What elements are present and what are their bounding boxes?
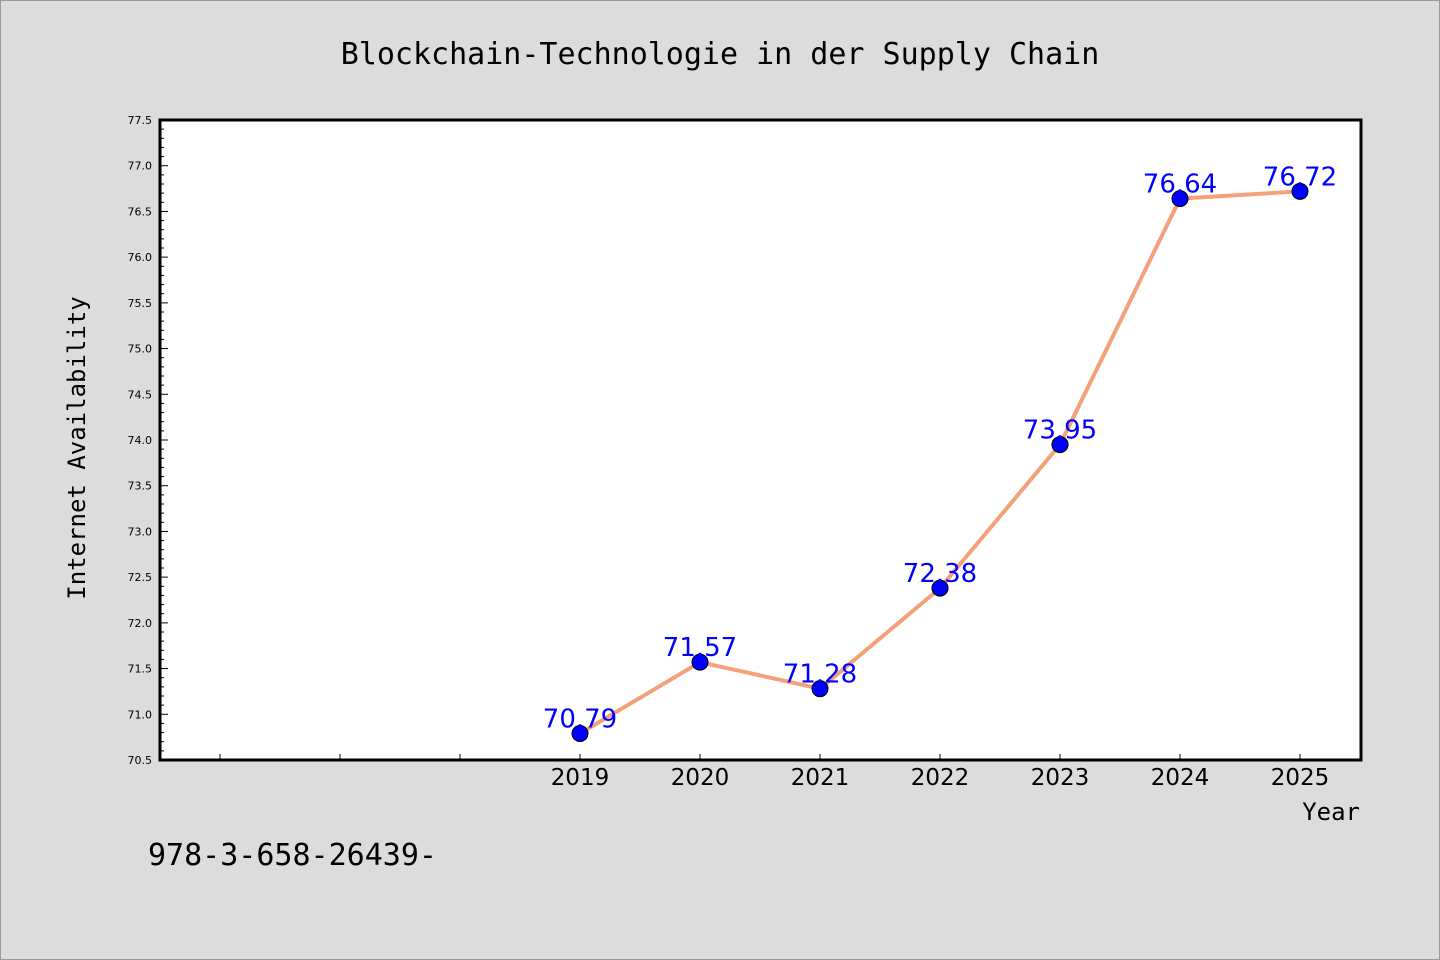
data-label: 72.38	[903, 559, 977, 589]
y-tick-label: 75.5	[128, 297, 153, 310]
y-tick-label: 77.5	[128, 114, 153, 127]
plot-area	[158, 118, 1363, 762]
y-tick-label: 73.0	[128, 525, 153, 538]
data-point	[691, 653, 709, 671]
y-tick-label: 71.0	[128, 708, 153, 721]
y-tick-label: 76.0	[128, 251, 153, 264]
data-point	[1291, 182, 1309, 200]
chart-title: Blockchain-Technologie in der Supply Cha…	[341, 37, 1100, 72]
x-tick-label: 2025	[1271, 765, 1330, 791]
y-tick-label: 76.5	[128, 205, 153, 218]
y-tick-label: 72.0	[128, 617, 153, 630]
y-tick-label: 74.5	[128, 388, 153, 401]
y-tick-label: 71.5	[128, 663, 153, 676]
y-tick-label: 70.5	[128, 754, 153, 767]
data-label: 76.72	[1263, 162, 1337, 192]
data-point	[931, 579, 949, 597]
x-tick-label: 2021	[791, 765, 850, 791]
y-axis-label: Internet Availability	[63, 296, 91, 599]
y-tick-label: 73.5	[128, 480, 153, 493]
x-tick-label: 2023	[1031, 765, 1090, 791]
x-tick-label: 2022	[911, 765, 970, 791]
x-tick-label: 2024	[1151, 765, 1210, 791]
x-tick-label: 2020	[671, 765, 730, 791]
x-axis-label: Year	[1302, 798, 1360, 826]
y-tick-label: 75.0	[128, 343, 153, 356]
footer-isbn: 978-3-658-26439-	[148, 838, 437, 873]
y-tick-label: 74.0	[128, 434, 153, 447]
y-tick-label: 72.5	[128, 571, 153, 584]
data-label: 73.95	[1023, 416, 1097, 446]
data-point	[571, 724, 589, 742]
y-tick-label: 77.0	[128, 160, 153, 173]
data-label: 76.64	[1143, 170, 1217, 200]
data-label: 70.79	[543, 704, 617, 734]
y-axis: 70.5 71.0 71.5 72.0 72.5 73.0 73.5 74.0 74.5 75.0…	[128, 114, 168, 767]
x-tick-label: 2019	[551, 765, 610, 791]
data-point	[1171, 190, 1189, 208]
data-label: 71.28	[783, 660, 857, 690]
series: 70.79 71.57 71.28 72.38 73.95 76.64 76.72	[543, 162, 1337, 742]
data-point	[1051, 436, 1069, 454]
data-point	[811, 680, 829, 698]
x-axis: 2019 2020 2021 2022 2023 2024 2025	[219, 754, 1330, 791]
data-label: 71.57	[663, 633, 737, 663]
